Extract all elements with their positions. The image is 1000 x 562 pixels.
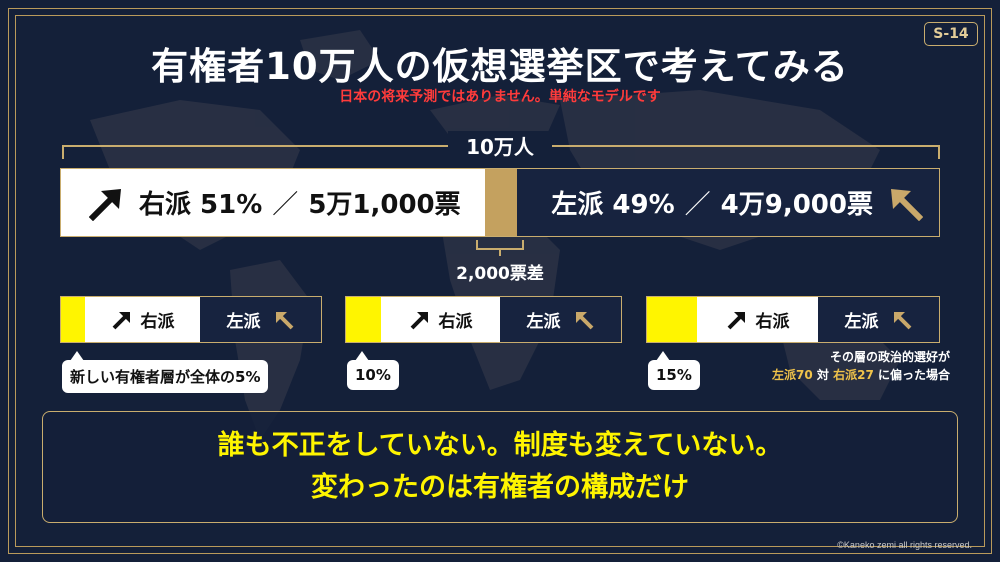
scenario-right-label: 右派 [755, 312, 790, 332]
scenario-bar-5: 右派 左派 [60, 296, 322, 343]
scenario-callout-10: 10% [347, 351, 399, 390]
arrow-up-left-icon [893, 311, 911, 329]
scenario-callout-15: 15% [648, 351, 700, 390]
inner-frame [15, 15, 985, 547]
conclusion-line-2: 変わったのは有権者の構成だけ [311, 472, 689, 503]
scenario-right-segment: 右派 [85, 297, 200, 342]
preference-note-line1: その層の政治的選好が [829, 350, 950, 364]
slide-number-badge: S-14 [924, 22, 978, 46]
vote-gap-segment [485, 169, 517, 236]
vote-gap-label: 2,000票差 [456, 264, 544, 284]
scenario-left-label: 左派 [526, 312, 561, 332]
main-vote-bar: 右派 51% ／ 5万1,000票 左派 49% ／ 4万9,000票 [60, 168, 940, 237]
scenario-left-label: 左派 [226, 312, 261, 332]
right-wing-votes: 5万1,000票 [308, 190, 461, 220]
conclusion-box: 誰も不正をしていない。制度も変えていない。 変わったのは有権者の構成だけ [42, 411, 958, 523]
scenario-left-label: 左派 [844, 312, 879, 332]
preference-tail: に偏った場合 [873, 368, 950, 382]
copyright-notice: ©Kaneko zemi all rights reserved. [837, 540, 972, 550]
new-voter-segment [61, 297, 85, 342]
scenario-right-label: 右派 [140, 312, 175, 332]
total-voters-label: 10万人 [448, 131, 552, 160]
new-voter-segment [346, 297, 381, 342]
preference-note: その層の政治的選好が 左派70 対 右派27 に偏った場合 [720, 348, 950, 384]
scenario-left-segment: 左派 [200, 297, 321, 342]
outer-frame [8, 8, 992, 554]
gap-brace [476, 240, 524, 250]
preference-note-line2: 左派70 対 右派27 に偏った場合 [720, 366, 950, 384]
scenario-bar-10: 右派 左派 [345, 296, 622, 343]
left-preference: 左派70 [772, 368, 813, 382]
separator: ／ [684, 190, 711, 220]
gap-brace-tick [499, 250, 501, 256]
new-voter-segment [647, 297, 697, 342]
conclusion-line-1: 誰も不正をしていない。制度も変えていない。 [217, 430, 783, 461]
right-preference: 右派27 [833, 368, 874, 382]
scenario-right-label: 右派 [438, 312, 473, 332]
disclaimer-subtitle: 日本の将来予測ではありません。単純なモデルです [339, 89, 661, 105]
arrow-up-left-icon [891, 188, 923, 221]
versus-text: 対 [812, 368, 834, 382]
scenario-bar-15: 右派 左派 [646, 296, 940, 343]
page-title: 有権者10万人の仮想選挙区で考えてみる [151, 45, 849, 88]
arrow-up-left-icon [275, 311, 293, 329]
scenario-right-segment: 右派 [381, 297, 500, 342]
scenario-right-segment: 右派 [697, 297, 818, 342]
arrow-up-left-icon [575, 311, 593, 329]
arrow-up-right-icon [89, 188, 121, 221]
right-wing-segment: 右派 51% ／ 5万1,000票 [61, 169, 485, 236]
separator: ／ [272, 190, 299, 220]
left-wing-segment: 左派 49% ／ 4万9,000票 [517, 169, 939, 236]
scenario-left-segment: 左派 [500, 297, 621, 342]
arrow-up-right-icon [112, 311, 130, 329]
scenario-callout-5: 新しい有権者層が全体の5% [62, 351, 269, 393]
scenario-left-segment: 左派 [818, 297, 939, 342]
right-wing-share: 右派 51% [139, 190, 263, 220]
left-wing-share: 左派 49% [551, 190, 675, 220]
arrow-up-right-icon [410, 311, 428, 329]
arrow-up-right-icon [727, 311, 745, 329]
left-wing-votes: 4万9,000票 [720, 190, 873, 220]
